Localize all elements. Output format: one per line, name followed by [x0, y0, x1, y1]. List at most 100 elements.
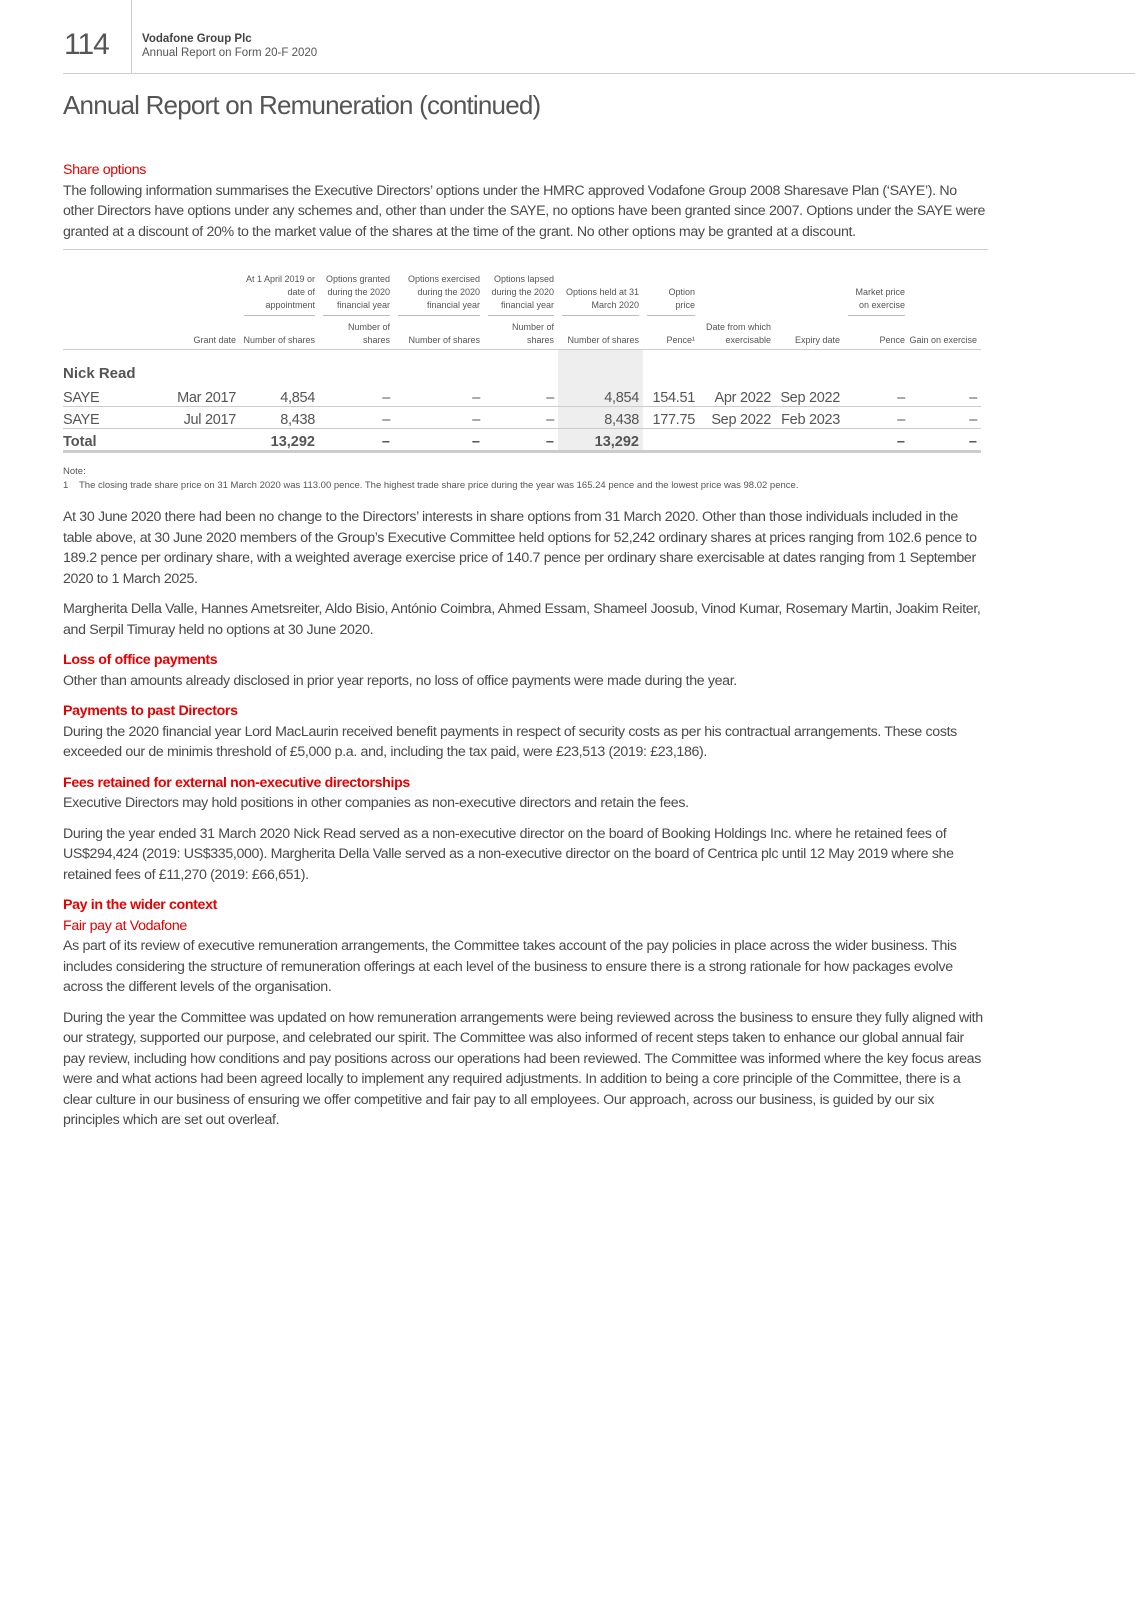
header-cell-top — [163, 250, 240, 319]
header-cell-top — [775, 250, 844, 319]
table-cell: Sep 2022 — [775, 385, 844, 407]
table-cell: – — [909, 406, 981, 429]
table-cell: – — [394, 428, 484, 453]
table-cell: 13,292 — [558, 428, 643, 453]
table-cell: – — [909, 385, 981, 407]
table-row: SAYE Mar 2017 4,854– – –4,854 154.51 Apr 2022 S… — [63, 385, 981, 407]
page-title: Annual Report on Remuneration (continued… — [63, 90, 541, 120]
wider-context-text-2: During the year the Committee was update… — [63, 1009, 983, 1129]
table-note: Note: 1 The closing trade share price on … — [63, 465, 988, 493]
header-cell-bottom: Number of shares — [558, 319, 643, 350]
header-cell-top: Options granted during the 2020 financia… — [319, 250, 394, 319]
share-options-table: At 1 April 2019 or date of appointment Op… — [63, 249, 988, 453]
table-cell: – — [844, 406, 909, 429]
table-cell: Mar 2017 — [163, 385, 240, 407]
header-cell-top: Options lapsed during the 2020 financial… — [484, 250, 558, 319]
note-label: Note: — [63, 466, 86, 477]
table-cell — [775, 428, 844, 453]
total-row: Total 13,292– – –13,292– – — [63, 428, 981, 453]
header-cell-bottom: Gain on exercise — [909, 319, 981, 350]
table-cell: – — [484, 385, 558, 407]
header-cell-top — [909, 250, 981, 319]
report-subtitle: Annual Report on Form 20-F 2020 — [142, 47, 318, 59]
page-number: 114 — [64, 28, 110, 61]
table-header-top: At 1 April 2019 or date of appointment Op… — [63, 250, 981, 319]
page-content: Share options The following information … — [63, 160, 988, 1131]
header-cell-top: Options held at 31 March 2020 — [558, 250, 643, 319]
loss-of-office-text: Other than amounts already disclosed in … — [63, 672, 737, 689]
header-label: At 1 April 2019 or date of appointment — [244, 273, 315, 316]
note-text: The closing trade share price on 31 Marc… — [79, 480, 799, 491]
header-cell-top: Market price on exercise — [844, 250, 909, 319]
table-cell — [643, 428, 699, 453]
header-label: Market price on exercise — [848, 286, 905, 316]
header-cell-bottom: Number of shares — [240, 319, 319, 350]
wider-context-text-1: As part of its review of executive remun… — [63, 938, 957, 995]
table-cell: 177.75 — [643, 406, 699, 429]
table-cell: – — [319, 428, 394, 453]
table-cell: – — [844, 428, 909, 453]
company-name: Vodafone Group Plc — [142, 33, 252, 45]
header-cell-top: Options exercised during the 2020 financ… — [394, 250, 484, 319]
executive-committee-paragraph: At 30 June 2020 there had been no change… — [63, 509, 977, 587]
share-options-section: Share options The following information … — [63, 160, 988, 242]
table-cell: Apr 2022 — [699, 385, 775, 407]
header-cell-top — [63, 250, 163, 319]
fair-pay-subheading: Fair pay at Vodafone — [63, 917, 187, 934]
header-label: Option price — [647, 286, 695, 316]
header-cell-bottom: Date from which exercisable — [699, 319, 775, 350]
table-cell: – — [844, 385, 909, 407]
table-cell: – — [319, 406, 394, 429]
table-cell: Sep 2022 — [699, 406, 775, 429]
past-directors-section: Payments to past Directors During the 20… — [63, 701, 988, 763]
header-label: Options lapsed during the 2020 financial… — [488, 273, 554, 316]
past-directors-text: During the 2020 financial year Lord MacL… — [63, 723, 957, 761]
fees-retained-text-2: During the year ended 31 March 2020 Nick… — [63, 825, 954, 883]
table-row: SAYE Jul 2017 8,438– – –8,438 177.75 Sep 2022 F… — [63, 406, 981, 429]
director-name: Nick Read — [63, 365, 136, 382]
header-label: Options granted during the 2020 financia… — [323, 273, 390, 316]
header-cell-bottom: Number of shares — [394, 319, 484, 350]
no-options-paragraph: Margherita Della Valle, Hannes Ametsreit… — [63, 601, 981, 638]
table-cell: – — [909, 428, 981, 453]
wider-context-heading: Pay in the wider context — [63, 897, 218, 913]
director-row: Nick Read — [63, 349, 981, 385]
header-cell-bottom: Number of shares — [319, 319, 394, 350]
table-cell: 13,292 — [240, 428, 319, 453]
table-cell — [699, 428, 775, 453]
table-cell: – — [394, 406, 484, 429]
table-cell: 154.51 — [643, 385, 699, 407]
table-cell: SAYE — [63, 406, 163, 429]
header-cell-top: At 1 April 2019 or date of appointment — [240, 250, 319, 319]
header-cell-bottom: Expiry date — [775, 319, 844, 350]
header-cell-bottom: Number of shares — [484, 319, 558, 350]
table-cell: Feb 2023 — [775, 406, 844, 429]
table-cell: – — [484, 428, 558, 453]
header-cell-bottom: Pence¹ — [643, 319, 699, 350]
header-label: Options held at 31 March 2020 — [562, 286, 639, 316]
table-cell: Jul 2017 — [163, 406, 240, 429]
header-divider — [131, 0, 132, 73]
header-cell-bottom — [63, 319, 163, 350]
wider-context-section: Pay in the wider context Fair pay at Vod… — [63, 895, 988, 1131]
table-header-bottom: Grant date Number of shares Number of shar… — [63, 319, 981, 350]
table-cell: – — [319, 385, 394, 407]
table-cell: – — [394, 385, 484, 407]
header-cell-top: Option price — [643, 250, 699, 319]
note-number: 1 — [63, 480, 69, 491]
loss-of-office-heading: Loss of office payments — [63, 652, 218, 668]
header-cell-top — [699, 250, 775, 319]
table-cell: 4,854 — [240, 385, 319, 407]
fees-retained-heading: Fees retained for external non-executive… — [63, 774, 410, 791]
header-cell-bottom: Grant date — [163, 319, 240, 350]
table-cell: 4,854 — [558, 385, 643, 407]
header-label: Options exercised during the 2020 financ… — [398, 273, 480, 316]
loss-of-office-section: Loss of office payments Other than amoun… — [63, 650, 988, 691]
share-options-heading: Share options — [63, 162, 146, 178]
fees-retained-section: Fees retained for external non-executive… — [63, 773, 988, 886]
fees-retained-text-1: Executive Directors may hold positions i… — [63, 795, 689, 811]
table-cell — [163, 428, 240, 453]
header-cell-bottom: Pence — [844, 319, 909, 350]
past-directors-heading: Payments to past Directors — [63, 703, 238, 719]
table-cell: 8,438 — [240, 406, 319, 429]
